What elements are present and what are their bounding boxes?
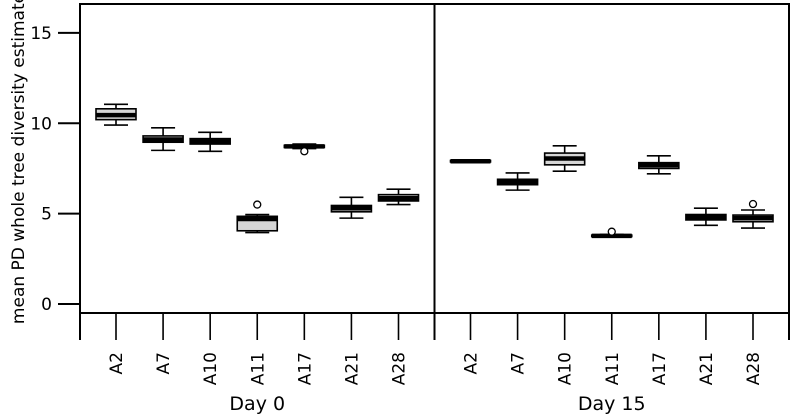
category-label: A11	[603, 352, 623, 385]
category-label: A11	[248, 352, 268, 385]
outlier-point	[607, 227, 616, 236]
category-label: A7	[509, 352, 529, 374]
category-label: A28	[744, 352, 764, 385]
outlier-point	[300, 147, 309, 156]
category-label: A10	[556, 352, 576, 385]
y-tick-label: 10	[30, 114, 52, 134]
panel-label: Day 15	[578, 393, 646, 415]
category-label: A2	[107, 352, 127, 374]
y-axis-label: mean PD whole tree diversity estimate	[9, 0, 29, 324]
y-tick-label: 0	[41, 295, 52, 315]
category-label: A21	[697, 352, 717, 385]
category-label: A28	[390, 352, 410, 385]
panel-label: Day 0	[229, 393, 285, 415]
y-tick-label: 5	[41, 205, 52, 225]
category-label: A10	[201, 352, 221, 385]
category-label: A17	[295, 352, 315, 385]
outlier-point	[253, 200, 262, 209]
category-label: A21	[342, 352, 362, 385]
category-label: A2	[462, 352, 482, 374]
category-label: A7	[154, 352, 174, 374]
outlier-point	[748, 199, 758, 209]
y-tick-label: 15	[30, 24, 52, 44]
category-label: A17	[650, 352, 670, 385]
